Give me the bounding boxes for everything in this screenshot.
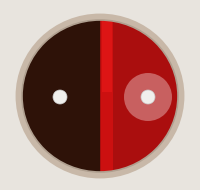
Circle shape <box>141 90 155 104</box>
Wedge shape <box>100 0 200 190</box>
Circle shape <box>124 73 172 121</box>
Wedge shape <box>0 0 100 190</box>
Ellipse shape <box>18 16 182 176</box>
Circle shape <box>53 90 67 104</box>
Bar <box>101 12 113 180</box>
Bar <box>102 12 112 92</box>
